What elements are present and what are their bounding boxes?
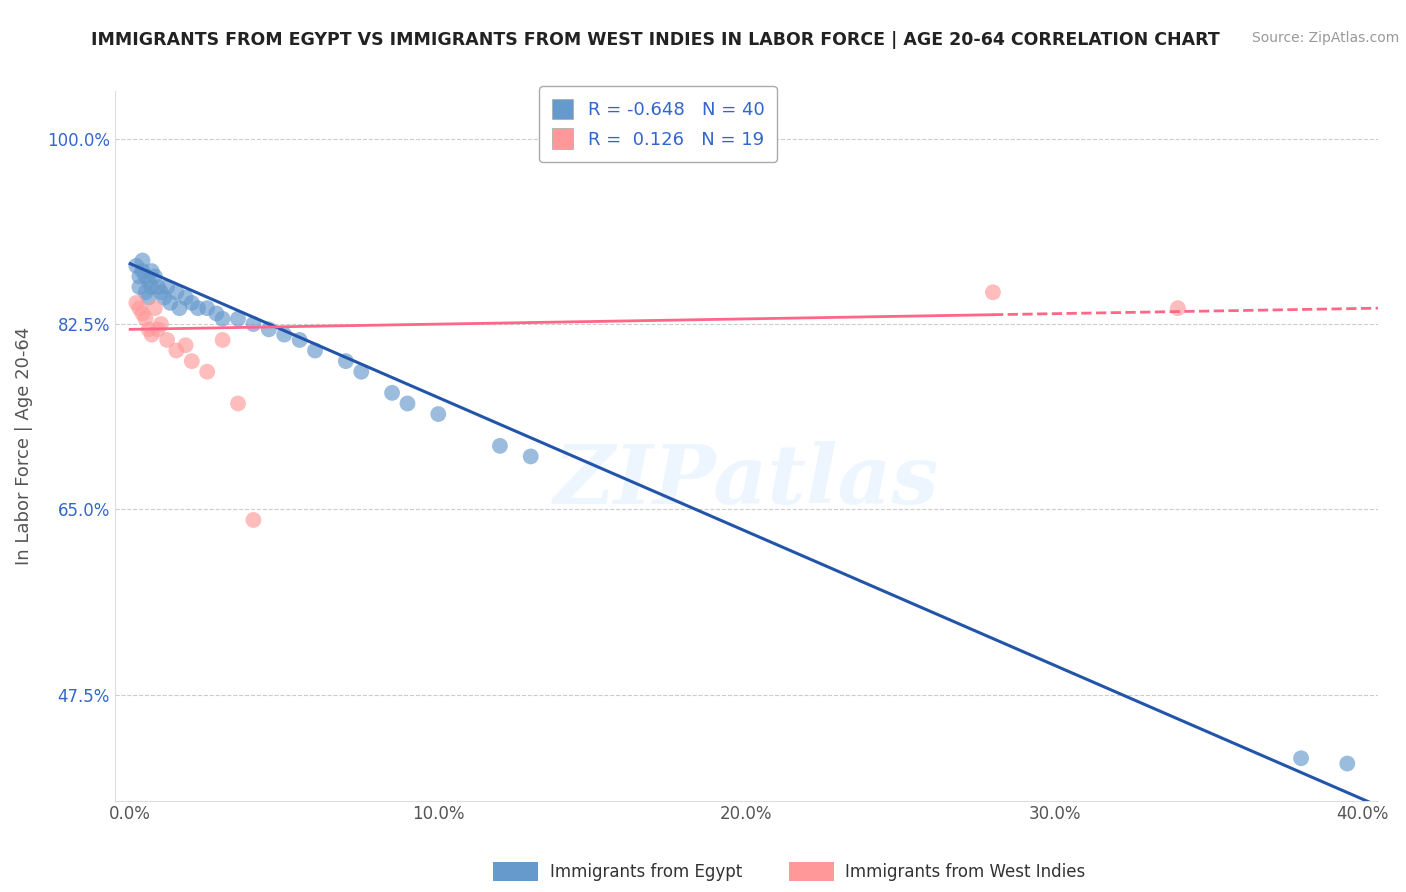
Text: Source: ZipAtlas.com: Source: ZipAtlas.com bbox=[1251, 31, 1399, 45]
Text: Immigrants from West Indies: Immigrants from West Indies bbox=[845, 863, 1085, 881]
Point bbox=[149, 317, 172, 331]
Point bbox=[489, 439, 512, 453]
Point bbox=[138, 322, 160, 336]
Point bbox=[143, 269, 166, 284]
Point bbox=[141, 327, 163, 342]
Point bbox=[159, 296, 181, 310]
Point bbox=[146, 280, 169, 294]
Point bbox=[519, 450, 541, 464]
Y-axis label: In Labor Force | Age 20-64: In Labor Force | Age 20-64 bbox=[15, 326, 32, 565]
Point bbox=[149, 285, 172, 300]
Point bbox=[273, 327, 295, 342]
Point bbox=[128, 301, 150, 315]
Point bbox=[427, 407, 450, 421]
Point bbox=[174, 291, 197, 305]
Point bbox=[131, 264, 153, 278]
Legend: R = -0.648   N = 40, R =  0.126   N = 19: R = -0.648 N = 40, R = 0.126 N = 19 bbox=[538, 86, 778, 162]
Point bbox=[981, 285, 1004, 300]
Point bbox=[138, 291, 160, 305]
Point bbox=[381, 385, 404, 400]
Point bbox=[165, 343, 187, 358]
Point bbox=[165, 285, 187, 300]
Point bbox=[1289, 751, 1312, 765]
Point bbox=[143, 301, 166, 315]
Point bbox=[128, 269, 150, 284]
Point bbox=[288, 333, 311, 347]
Point bbox=[242, 513, 264, 527]
Point bbox=[396, 396, 419, 410]
Point bbox=[226, 311, 249, 326]
Point bbox=[195, 301, 218, 315]
Point bbox=[125, 296, 148, 310]
Point bbox=[141, 264, 163, 278]
Point bbox=[131, 306, 153, 320]
Point bbox=[226, 396, 249, 410]
Point bbox=[242, 317, 264, 331]
Text: IMMIGRANTS FROM EGYPT VS IMMIGRANTS FROM WEST INDIES IN LABOR FORCE | AGE 20-64 : IMMIGRANTS FROM EGYPT VS IMMIGRANTS FROM… bbox=[91, 31, 1220, 49]
Point bbox=[135, 311, 157, 326]
Point bbox=[169, 301, 191, 315]
Point bbox=[141, 280, 163, 294]
Point bbox=[350, 365, 373, 379]
Point bbox=[135, 285, 157, 300]
Point bbox=[156, 280, 179, 294]
Point bbox=[195, 365, 218, 379]
Point bbox=[187, 301, 209, 315]
Point bbox=[180, 354, 202, 368]
Point bbox=[205, 306, 228, 320]
Point bbox=[304, 343, 326, 358]
Point bbox=[153, 291, 176, 305]
Point bbox=[174, 338, 197, 352]
Point bbox=[138, 275, 160, 289]
Point bbox=[211, 333, 233, 347]
Point bbox=[128, 280, 150, 294]
Point bbox=[180, 296, 202, 310]
Point bbox=[135, 269, 157, 284]
Point bbox=[1167, 301, 1189, 315]
Point bbox=[156, 333, 179, 347]
Text: ZIPatlas: ZIPatlas bbox=[554, 442, 939, 521]
Point bbox=[1336, 756, 1358, 771]
Text: Immigrants from Egypt: Immigrants from Egypt bbox=[550, 863, 742, 881]
Point bbox=[335, 354, 357, 368]
Point bbox=[257, 322, 280, 336]
Point bbox=[146, 322, 169, 336]
Point bbox=[211, 311, 233, 326]
Point bbox=[125, 259, 148, 273]
Point bbox=[131, 253, 153, 268]
